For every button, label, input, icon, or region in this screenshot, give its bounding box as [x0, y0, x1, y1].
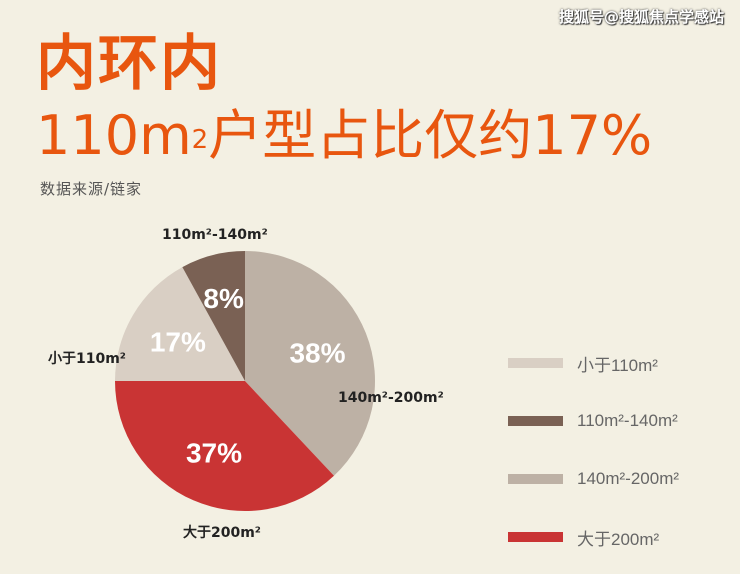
subtitle-suffix: 户型占比仅约17% — [208, 104, 653, 167]
pie-slice — [115, 381, 334, 511]
pie-slice — [245, 251, 375, 476]
legend-item: 大于200m² — [508, 508, 679, 566]
legend-swatch — [508, 416, 563, 426]
subtitle: 110m2户型占比仅约17% — [36, 104, 652, 168]
pie-slice — [115, 267, 245, 381]
legend-label: 140m²-200m² — [577, 469, 680, 488]
slice-label: 8% — [203, 283, 244, 314]
watermark: 搜狐号@搜狐焦点学感站 — [558, 8, 724, 26]
legend-swatch — [508, 474, 563, 484]
legend: 小于110m² 110m²-140m² 140m²-200m² 大于200m² — [508, 334, 679, 566]
subtitle-sup: 2 — [191, 125, 209, 155]
legend-swatch — [508, 532, 563, 542]
legend-label: 小于110m² — [577, 355, 658, 375]
legend-item: 140m²-200m² — [508, 450, 679, 508]
subtitle-prefix: 110m — [36, 104, 192, 167]
title: 内环内 — [36, 29, 222, 99]
legend-swatch — [508, 358, 563, 368]
legend-item: 小于110m² — [508, 334, 679, 392]
data-source: 数据来源/链家 — [40, 180, 143, 198]
outer-label-lt-110: 小于110m² — [48, 351, 126, 367]
legend-item: 110m²-140m² — [508, 392, 679, 450]
outer-label-110-140: 110m²-140m² — [162, 227, 268, 243]
slice-label: 38% — [289, 337, 345, 368]
slice-label: 17% — [150, 326, 206, 357]
legend-label: 110m²-140m² — [577, 411, 678, 430]
outer-label-gt-200: 大于200m² — [183, 525, 261, 541]
legend-label: 大于200m² — [577, 529, 660, 549]
pie-slice — [182, 251, 245, 381]
slice-label: 37% — [186, 438, 242, 469]
outer-label-140-200: 140m²-200m² — [338, 390, 444, 406]
